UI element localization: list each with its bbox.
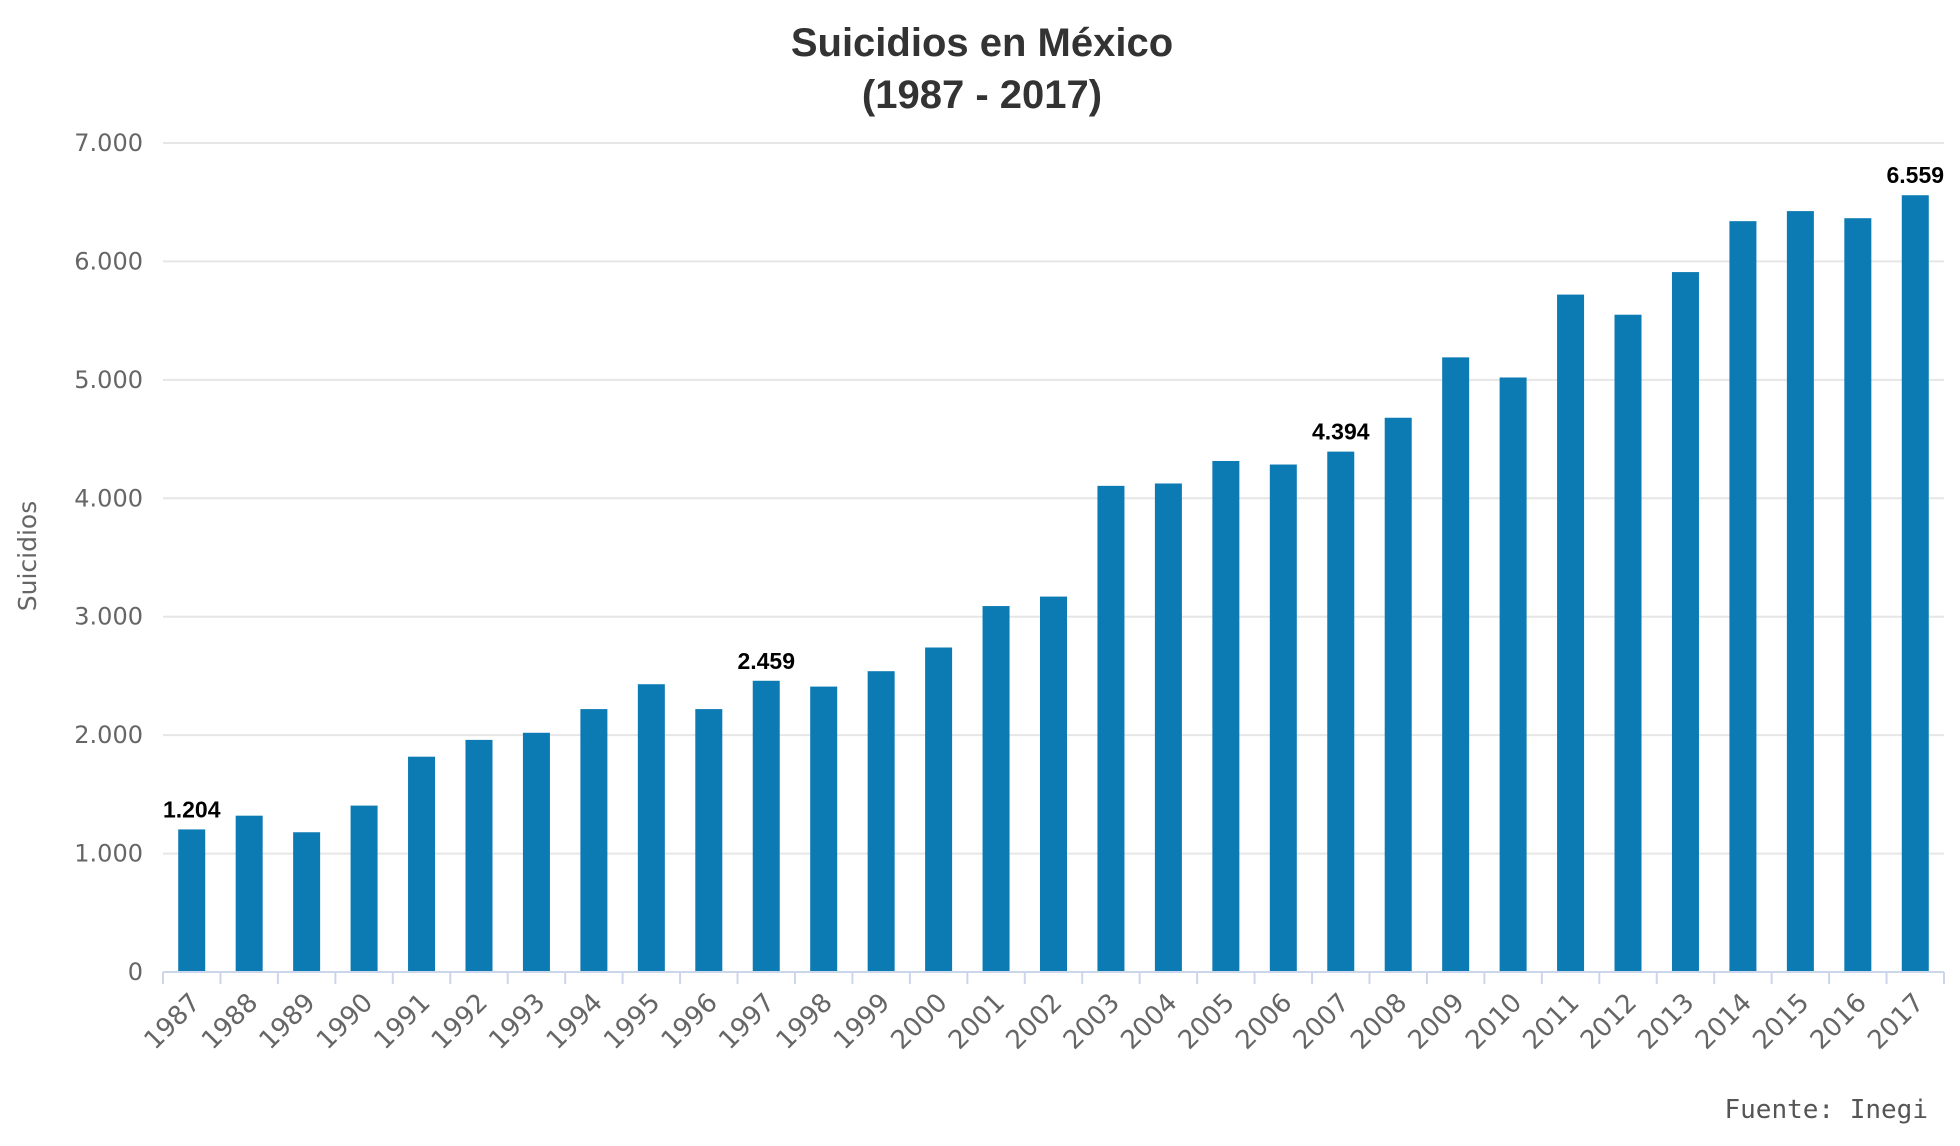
chart-title: Suicidios en México (791, 21, 1173, 65)
bar-1997 (752, 680, 780, 972)
y-tick-label: 2.000 (74, 721, 143, 749)
bar-1999 (867, 671, 895, 972)
y-tick-label: 4.000 (74, 484, 143, 512)
x-tick-label: 2007 (1288, 988, 1356, 1056)
bar-2011 (1557, 294, 1585, 972)
x-tick-label: 2015 (1747, 988, 1815, 1056)
x-axis-ticks: 1987198819891990199119921993199419951996… (139, 972, 1945, 1056)
bar-2014 (1729, 221, 1757, 973)
bar-1993 (522, 732, 550, 972)
bar-2002 (1040, 596, 1067, 972)
bar-1992 (465, 739, 493, 972)
x-tick-label: 2005 (1173, 988, 1241, 1056)
x-tick-label: 2011 (1518, 988, 1586, 1056)
data-labels: 1.204 2.459 4.394 6.559 (163, 162, 1944, 822)
x-tick-label: 2006 (1230, 988, 1298, 1056)
x-tick-label: 2003 (1058, 988, 1126, 1056)
x-tick-label: 2017 (1862, 988, 1930, 1056)
x-tick-label: 2012 (1575, 988, 1643, 1056)
y-tick-label: 3.000 (74, 603, 143, 631)
data-label-2007: 4.394 (1312, 419, 1370, 445)
x-tick-label: 1990 (311, 988, 379, 1056)
y-axis-ticks: 0 1.000 2.000 3.000 4.000 5.000 6.000 7.000 (74, 129, 143, 986)
x-tick-label: 1995 (598, 988, 666, 1056)
bar-1998 (810, 686, 838, 972)
y-tick-label: 6.000 (74, 247, 143, 275)
x-tick-label: 1989 (254, 988, 322, 1056)
bar-2017 (1901, 195, 1929, 973)
bar-2003 (1097, 485, 1125, 972)
y-tick-label: 5.000 (74, 366, 143, 394)
bar-2007 (1327, 451, 1355, 972)
x-tick-label: 1992 (426, 988, 494, 1056)
bar-2008 (1384, 417, 1412, 972)
y-tick-label: 1.000 (74, 840, 143, 868)
x-tick-label: 2009 (1403, 988, 1471, 1056)
bar-2009 (1442, 357, 1470, 972)
bar-2012 (1614, 314, 1642, 972)
data-label-1987: 1.204 (163, 796, 221, 822)
x-tick-label: 2016 (1805, 988, 1873, 1056)
bar-1994 (580, 709, 608, 972)
x-tick-label: 1999 (828, 988, 896, 1056)
x-tick-label: 1997 (713, 988, 781, 1056)
bar-1996 (695, 709, 723, 972)
y-tick-label: 7.000 (74, 129, 143, 157)
x-tick-label: 2002 (1000, 988, 1068, 1056)
x-tick-label: 1993 (483, 988, 551, 1056)
bar-1988 (235, 815, 263, 972)
y-axis-label: Suicidios (13, 501, 42, 612)
x-tick-label: 1998 (771, 988, 839, 1056)
chart-subtitle: (1987 - 2017) (862, 73, 1102, 117)
x-tick-label: 2001 (943, 988, 1011, 1056)
bar-2015 (1786, 211, 1814, 972)
bar-2000 (925, 647, 953, 972)
x-tick-label: 1996 (656, 988, 724, 1056)
bar-2016 (1844, 218, 1872, 972)
data-label-1997: 2.459 (737, 648, 795, 674)
bars (178, 195, 1929, 973)
y-tick-label: 0 (128, 958, 143, 986)
bar-1989 (293, 832, 321, 972)
bar-2005 (1212, 460, 1240, 972)
bar-1991 (408, 756, 436, 972)
bar-1990 (350, 805, 378, 972)
bar-1995 (637, 684, 665, 972)
data-label-2017: 6.559 (1886, 162, 1944, 188)
bar-2010 (1499, 377, 1527, 972)
bar-2006 (1269, 464, 1297, 972)
bar-2004 (1154, 483, 1182, 972)
x-tick-label: 2013 (1632, 988, 1700, 1056)
x-tick-label: 2000 (886, 988, 954, 1056)
x-tick-label: 1988 (196, 988, 264, 1056)
x-tick-label: 2008 (1345, 988, 1413, 1056)
x-tick-label: 1987 (139, 988, 207, 1056)
x-tick-label: 1991 (368, 988, 436, 1056)
x-tick-label: 2004 (1115, 988, 1183, 1056)
x-tick-label: 1994 (541, 988, 609, 1056)
x-tick-label: 2010 (1460, 988, 1528, 1056)
source-credit: Fuente: Inegi (1725, 1095, 1929, 1125)
x-tick-label: 2014 (1690, 988, 1758, 1056)
bar-2013 (1671, 272, 1699, 972)
bar-2001 (982, 606, 1010, 972)
bar-1987 (178, 829, 206, 972)
